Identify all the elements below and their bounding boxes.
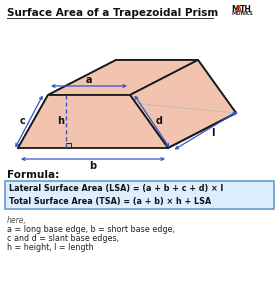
Text: Total Surface Area (TSA) = (a + b) × h + LSA: Total Surface Area (TSA) = (a + b) × h +… <box>9 197 211 206</box>
Text: here,: here, <box>7 216 27 225</box>
Polygon shape <box>86 60 236 113</box>
Text: c and d = slant base edges,: c and d = slant base edges, <box>7 234 119 243</box>
Text: TH: TH <box>240 5 252 14</box>
Text: Lateral Surface Area (LSA) = (a + b + c + d) × l: Lateral Surface Area (LSA) = (a + b + c … <box>9 184 223 193</box>
Text: h: h <box>57 116 64 127</box>
Text: a = long base edge, b = short base edge,: a = long base edge, b = short base edge, <box>7 225 175 234</box>
Bar <box>5 181 274 209</box>
Polygon shape <box>130 60 236 148</box>
Polygon shape <box>48 60 198 95</box>
Text: M: M <box>231 5 239 14</box>
Text: a: a <box>86 75 92 85</box>
Polygon shape <box>18 60 116 148</box>
Text: Surface Area of a Trapezoidal Prism: Surface Area of a Trapezoidal Prism <box>7 8 218 18</box>
Text: d: d <box>156 116 163 127</box>
Text: Formula:: Formula: <box>7 170 59 180</box>
Polygon shape <box>18 95 168 148</box>
Text: b: b <box>89 161 97 171</box>
Text: l: l <box>211 128 214 137</box>
Text: MONKS: MONKS <box>231 11 253 16</box>
Text: h = height, l = length: h = height, l = length <box>7 243 94 252</box>
Text: A: A <box>236 5 242 14</box>
Text: c: c <box>19 116 25 127</box>
